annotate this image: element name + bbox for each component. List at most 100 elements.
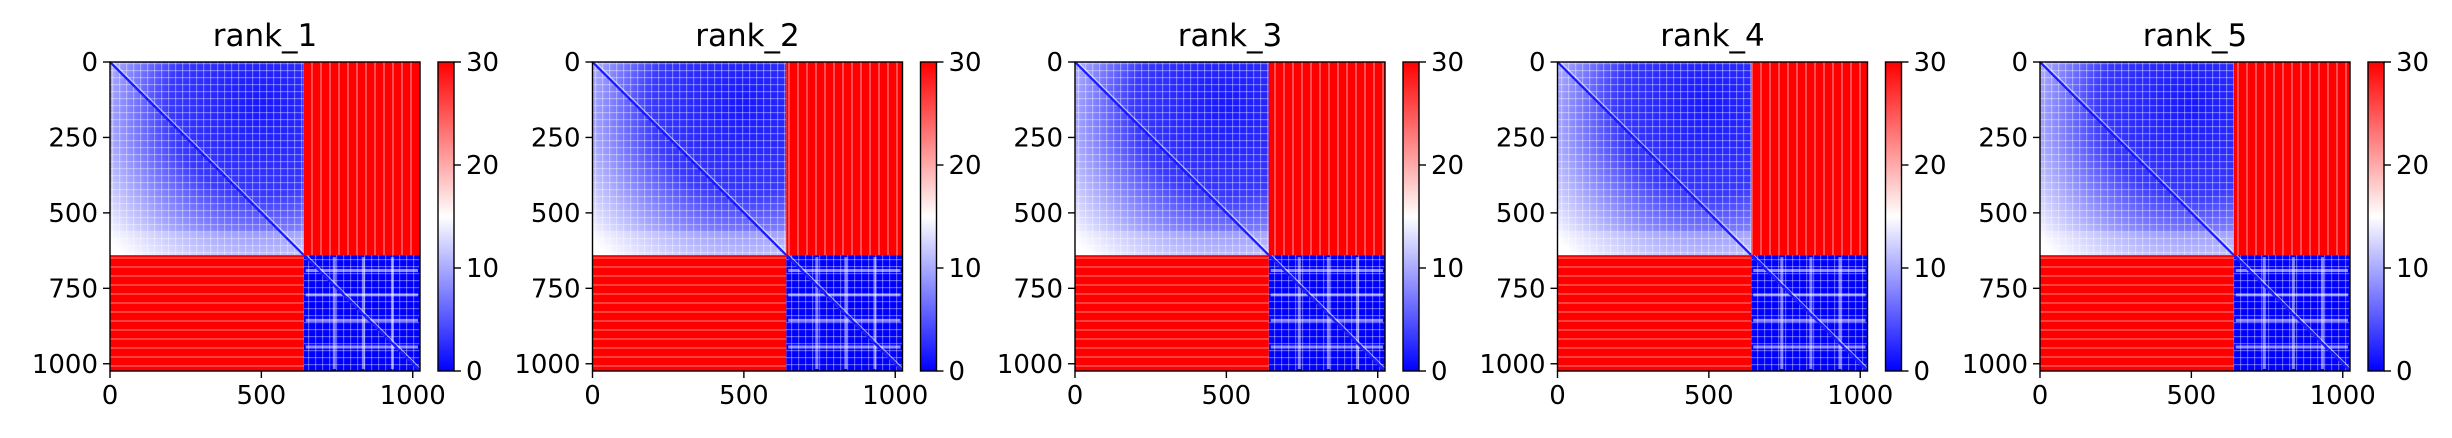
colorbar-tick-label: 20 [1431, 151, 1464, 181]
y-tick-label: 0 [1046, 48, 1063, 78]
heatmap-subband [390, 257, 394, 369]
y-tick-label: 0 [2011, 48, 2028, 78]
heatmap-cells [591, 61, 904, 372]
chart-title: rank_1 [213, 18, 318, 54]
y-tick-label: 0 [564, 48, 581, 78]
y-tick-label: 1000 [1479, 350, 1545, 380]
x-tick-label: 0 [1067, 381, 1084, 411]
colorbar-gradient [2368, 62, 2384, 371]
chart-title: rank_3 [1178, 18, 1283, 54]
heatmap-diagonal-highlight [2042, 61, 2235, 253]
colorbar-tick-label: 0 [2396, 357, 2413, 387]
y-tick-label: 0 [81, 48, 98, 78]
heatmap-subband [2320, 257, 2324, 369]
y-tick-label: 500 [48, 199, 98, 229]
axes-frame [1556, 61, 1869, 372]
y-tick-label: 750 [1496, 274, 1546, 304]
axes-frame [591, 61, 904, 372]
x-tick-label: 1000 [2310, 381, 2376, 411]
heatmap-block-edge [1557, 231, 1752, 256]
colorbar-tick-label: 30 [1914, 48, 1947, 78]
x-tick-label: 500 [1684, 381, 1734, 411]
heatmap-diagonal [1267, 254, 1386, 372]
x-tick-label: 1000 [1345, 381, 1411, 411]
heatmap-cells [109, 61, 421, 372]
heatmap-subband [2262, 257, 2266, 369]
colorbar-tick-label: 30 [466, 48, 499, 78]
colorbar-gradient [1403, 62, 1419, 371]
colorbar-tick-label: 30 [949, 48, 982, 78]
colorbar-tick-label: 10 [1914, 254, 1947, 284]
colorbar-tick-label: 20 [466, 151, 499, 181]
y-tick-label: 250 [1978, 123, 2028, 153]
colorbar: 0 10 20 30 [2367, 48, 2429, 387]
y-tick-label: 250 [1013, 123, 1063, 153]
colorbar: 0 10 20 30 [1884, 48, 1947, 387]
heatmap-cells [1074, 61, 1386, 372]
colorbar-tick-label: 10 [949, 254, 982, 284]
colorbar: 0 10 20 30 [919, 48, 982, 387]
y-tick-label: 1000 [32, 350, 98, 380]
x-tick-label: 1000 [380, 381, 446, 411]
x-tick-label: 500 [2167, 381, 2217, 411]
x-tick-label: 0 [1549, 381, 1566, 411]
x-tick-label: 500 [1202, 381, 1252, 411]
x-tick-label: 0 [2032, 381, 2049, 411]
x-tick-label: 500 [719, 381, 769, 411]
y-tick-label: 1000 [997, 350, 1063, 380]
heatmap-block-high [592, 255, 787, 371]
colorbar-tick-label: 20 [2396, 151, 2429, 181]
colorbar-tick-label: 10 [2396, 254, 2429, 284]
heatmap-diagonal-highlight [788, 254, 903, 369]
chart-title: rank_5 [2143, 18, 2248, 54]
colorbar-tick-label: 0 [1431, 357, 1448, 387]
y-tick-label: 750 [48, 274, 98, 304]
heatmap-cells [2039, 61, 2351, 372]
heatmap-subband [873, 257, 877, 369]
colorbar-tick-label: 30 [1431, 48, 1464, 78]
heatmap-block-edge [592, 231, 787, 256]
colorbar-tick-label: 0 [949, 357, 966, 387]
heatmap-diagonal [1556, 61, 1753, 256]
x-tick-label: 0 [584, 381, 601, 411]
colorbar-gradient [438, 62, 454, 371]
heatmap-diagonal-highlight [1560, 61, 1752, 253]
heatmap-block-edge [2040, 231, 2234, 256]
colorbar-frame [919, 61, 938, 372]
axes-frame [109, 61, 421, 372]
heatmap-diagonal [591, 61, 788, 256]
heatmap-subband [332, 257, 336, 369]
heatmap-block-high [110, 255, 304, 371]
x-tick-label: 500 [237, 381, 287, 411]
heatmap-diagonal-highlight [595, 61, 787, 253]
heatmap-block-high [2233, 62, 2350, 256]
heatmap-block-high [1075, 255, 1269, 371]
x-tick-label: 1000 [862, 381, 928, 411]
heatmap-cells [1556, 61, 1869, 372]
y-tick-label: 500 [531, 199, 581, 229]
heatmap-block-high [2040, 255, 2234, 371]
heatmap-subband [1780, 257, 1784, 369]
colorbar-tick-label: 10 [466, 254, 499, 284]
heatmap-block-high [303, 62, 420, 256]
y-tick-label: 250 [1496, 123, 1546, 153]
heatmap-diagonal-highlight [2236, 254, 2351, 369]
heatmap-subband [1297, 257, 1301, 369]
heatmap-diagonal [2232, 254, 2351, 372]
heatmap-diagonal [785, 254, 904, 372]
colorbar-frame [1884, 61, 1903, 372]
heatmap-diagonal [109, 61, 305, 256]
y-tick-label: 1000 [1962, 350, 2028, 380]
colorbar-gradient [1885, 62, 1902, 371]
heatmap-diagonal-highlight [1753, 254, 1868, 369]
y-tick-label: 500 [1013, 199, 1063, 229]
y-tick-label: 0 [1529, 48, 1546, 78]
colorbar-tick-label: 0 [466, 357, 483, 387]
colorbar: 0 10 20 30 [1402, 48, 1464, 387]
heatmap-block-high [1557, 255, 1752, 371]
chart-title: rank_4 [1660, 18, 1765, 54]
